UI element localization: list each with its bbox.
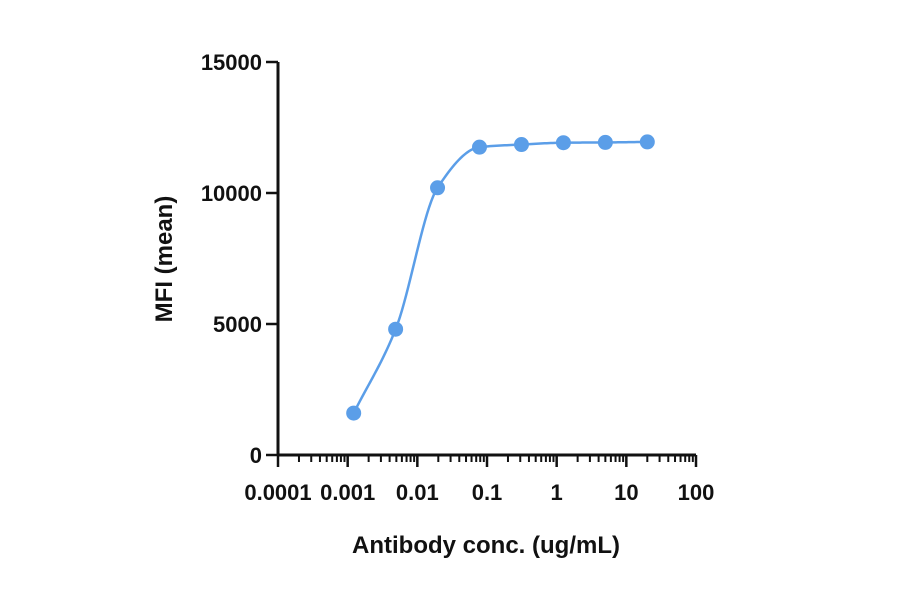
data-point bbox=[555, 135, 571, 151]
data-point bbox=[388, 321, 404, 337]
data-point bbox=[597, 134, 613, 150]
y-tick-label: 0 bbox=[250, 443, 262, 468]
y-ticks: 0 5000 10000 15000 bbox=[201, 50, 278, 468]
x-tick-label: 0.001 bbox=[320, 480, 375, 505]
fit-curve bbox=[352, 140, 648, 414]
x-tick-label: 0.0001 bbox=[244, 480, 311, 505]
x-axis: 0.0001 0.001 0.01 0.1 1 10 100 bbox=[244, 453, 714, 505]
data-point bbox=[639, 134, 655, 150]
x-tick-label: 0.01 bbox=[396, 480, 439, 505]
data-point bbox=[513, 137, 529, 153]
x-tick-label: 100 bbox=[678, 480, 715, 505]
data-point bbox=[430, 180, 446, 196]
x-tick-label: 0.1 bbox=[472, 480, 503, 505]
data-point bbox=[471, 139, 487, 155]
x-axis-title: Antibody conc. (ug/mL) bbox=[352, 532, 620, 559]
data-points bbox=[346, 134, 655, 421]
x-tick-label: 10 bbox=[614, 480, 638, 505]
data-point bbox=[346, 405, 362, 421]
x-tick-label: 1 bbox=[551, 480, 563, 505]
y-tick-label: 5000 bbox=[213, 312, 262, 337]
y-axis-title: MFI (mean) bbox=[151, 196, 178, 323]
x-ticks: 0.0001 0.001 0.01 0.1 1 10 100 bbox=[244, 455, 714, 505]
y-tick-label: 15000 bbox=[201, 50, 262, 75]
plot-area bbox=[346, 134, 655, 421]
y-tick-label: 10000 bbox=[201, 181, 262, 206]
y-axis: 0 5000 10000 15000 bbox=[201, 50, 280, 468]
